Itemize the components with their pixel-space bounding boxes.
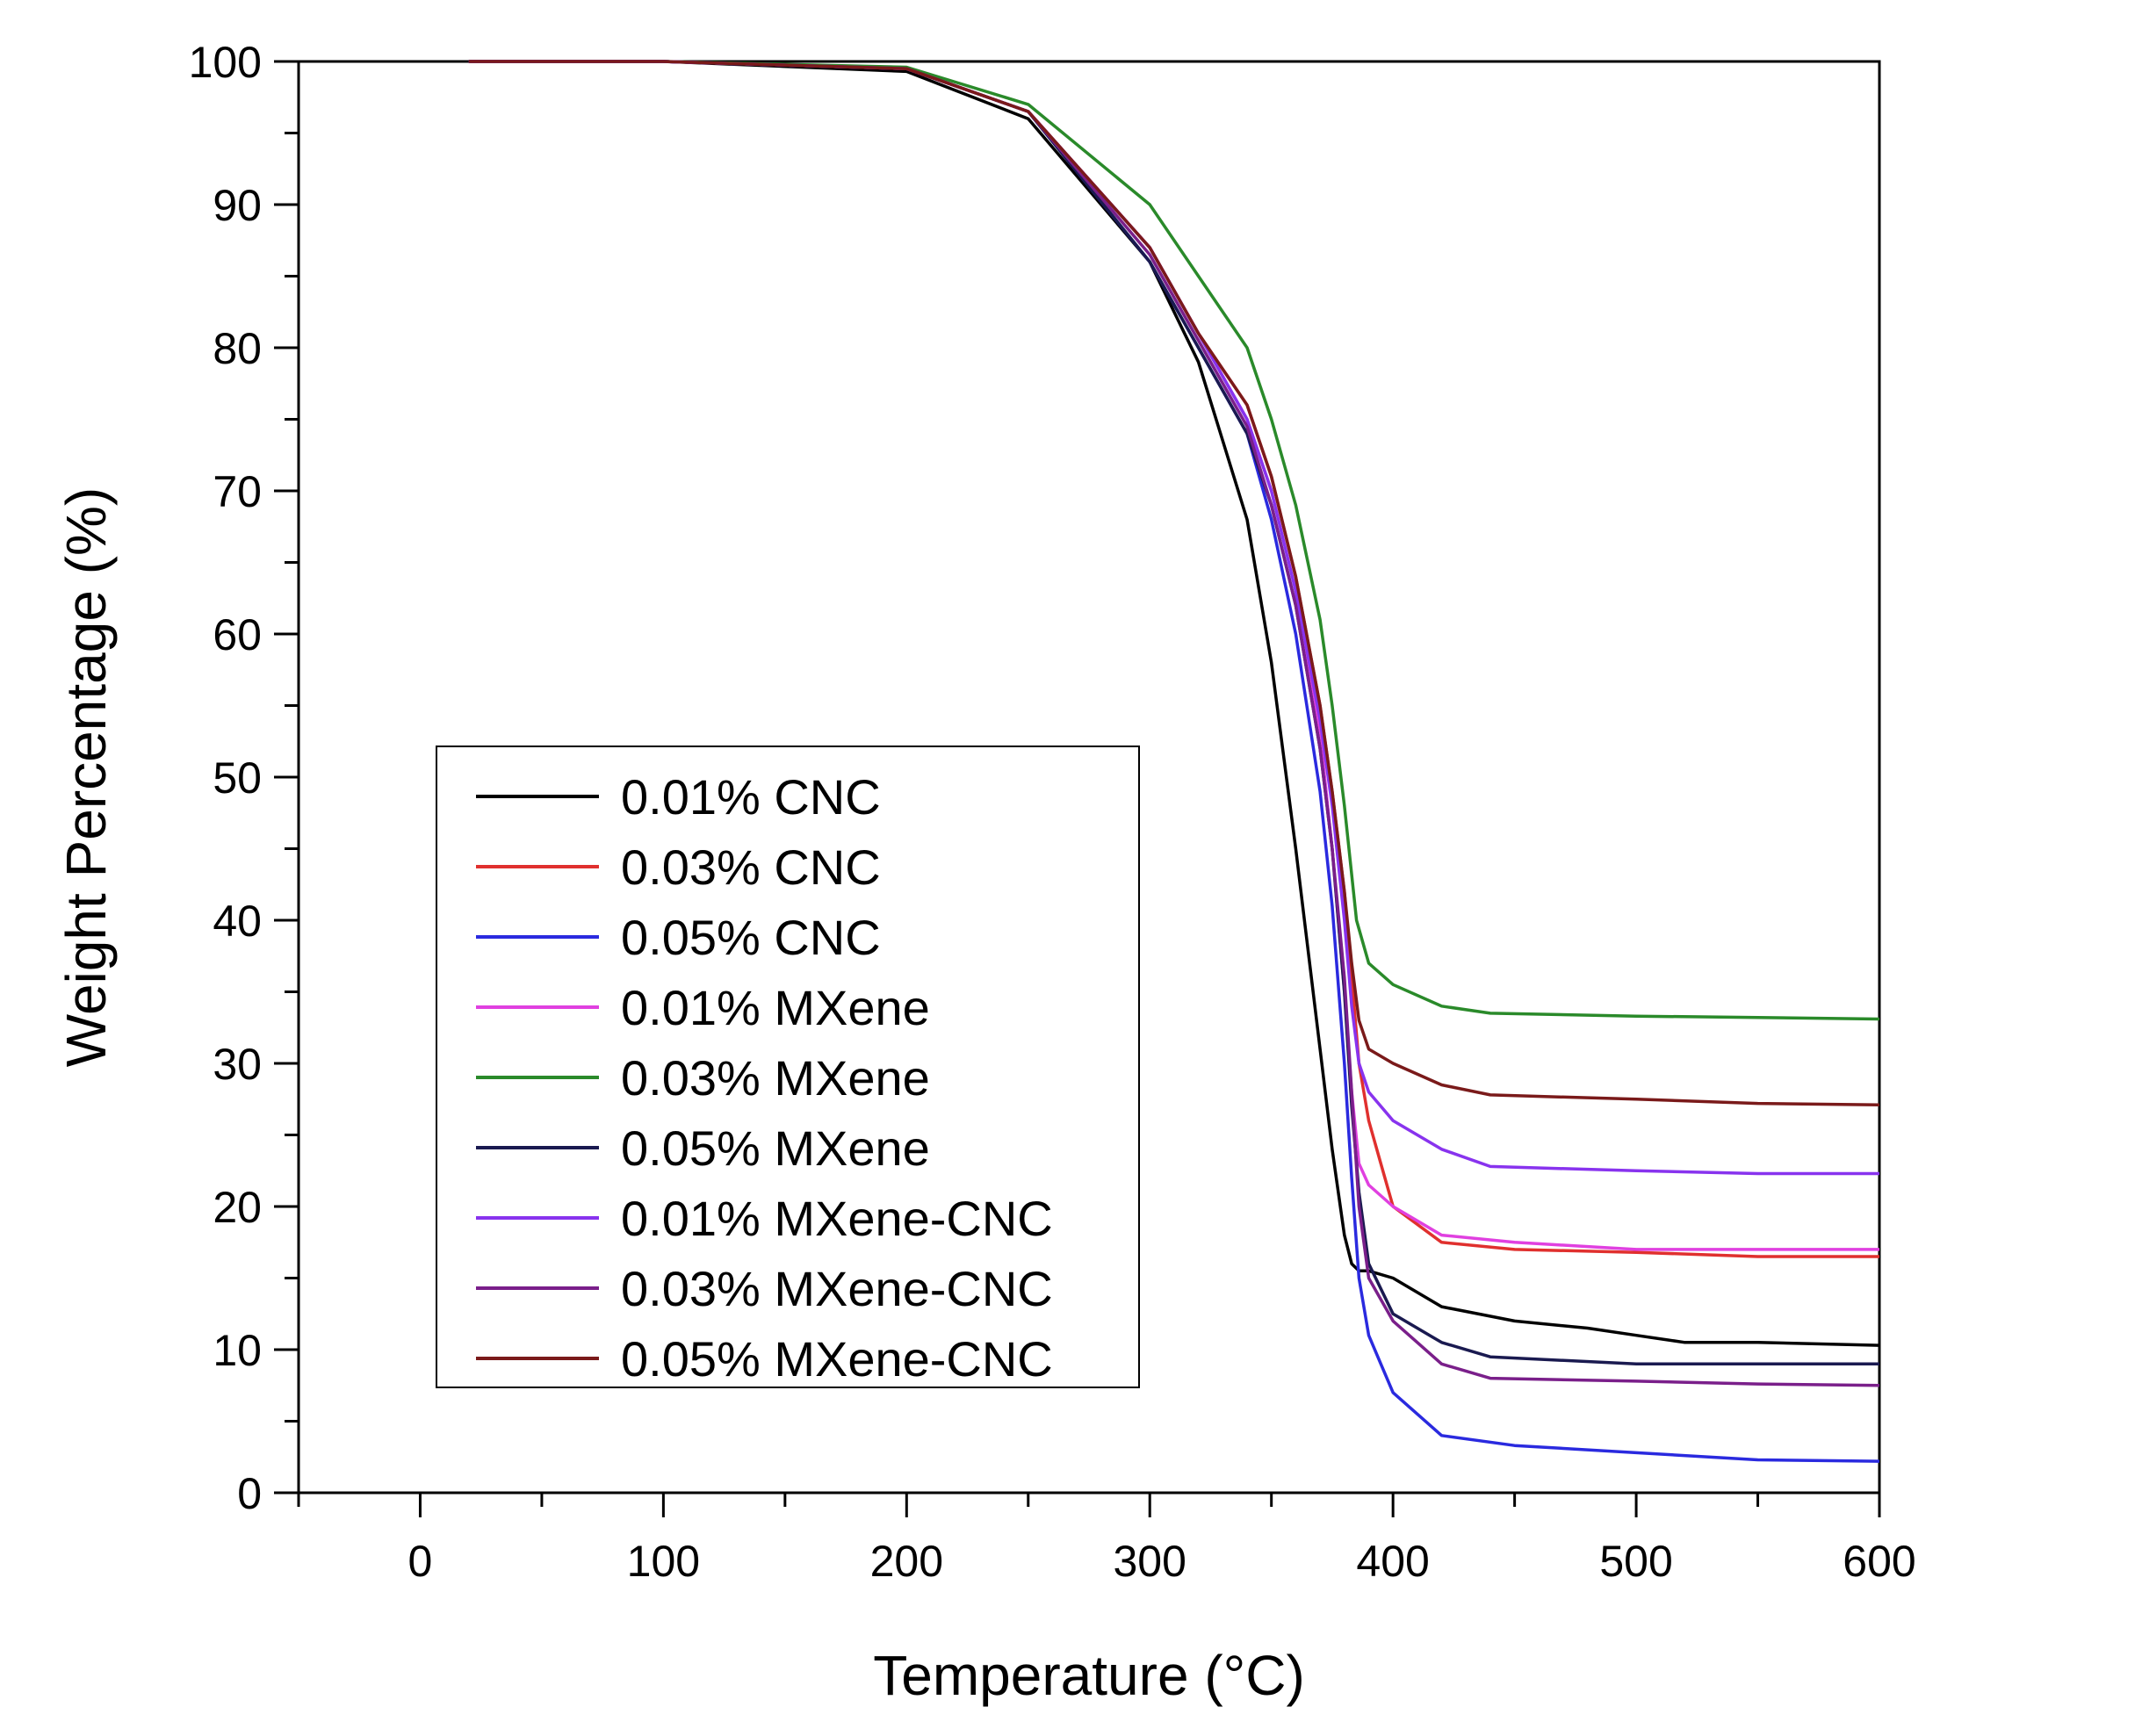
tick-labels: 0 100 200 300 400 500 600 0 10 20 30 40 50 60 70 80 90 10… [189,38,1916,1586]
legend-label: 0.05% MXene [621,1120,930,1176]
y-tick-label: 50 [213,753,262,803]
x-tick-label: 0 [408,1537,433,1586]
legend: 0.01% CNC 0.03% CNC 0.05% CNC 0.01% MXene 0.… [436,746,1140,1388]
legend-label: 0.05% MXene-CNC [621,1331,1053,1387]
legend-label: 0.01% CNC [621,769,881,825]
y-tick-label: 100 [189,38,262,87]
x-tick-label: 200 [870,1537,943,1586]
y-tick-label: 90 [213,181,262,230]
y-tick-label: 40 [213,897,262,946]
legend-label: 0.05% CNC [621,910,881,965]
y-tick-label: 30 [213,1040,262,1089]
x-tick-label: 400 [1356,1537,1429,1586]
series-line [468,60,1880,1021]
legend-label: 0.03% MXene [621,1050,930,1106]
y-axis-title: Weight Percentage (%) [54,487,118,1067]
y-tick-label: 60 [213,610,262,659]
y-tick-label: 0 [237,1469,262,1518]
x-tick-label: 300 [1114,1537,1186,1586]
legend-label: 0.01% MXene [621,980,930,1035]
legend-label: 0.03% MXene-CNC [621,1261,1053,1316]
y-tick-label: 80 [213,324,262,373]
x-axis-title: Temperature (°C) [873,1644,1305,1707]
y-tick-label: 10 [213,1326,262,1375]
axis-ticks [274,60,1881,1517]
series-line [468,60,1880,1107]
series-lines [468,60,1880,1463]
x-tick-label: 100 [627,1537,700,1586]
x-tick-label: 500 [1599,1537,1672,1586]
legend-label: 0.01% MXene-CNC [621,1191,1053,1246]
legend-box [436,746,1140,1388]
y-tick-label: 70 [213,467,262,516]
legend-label: 0.03% CNC [621,839,881,895]
x-tick-label: 600 [1843,1537,1915,1586]
y-tick-label: 20 [213,1183,262,1232]
series-line [468,60,1880,1387]
